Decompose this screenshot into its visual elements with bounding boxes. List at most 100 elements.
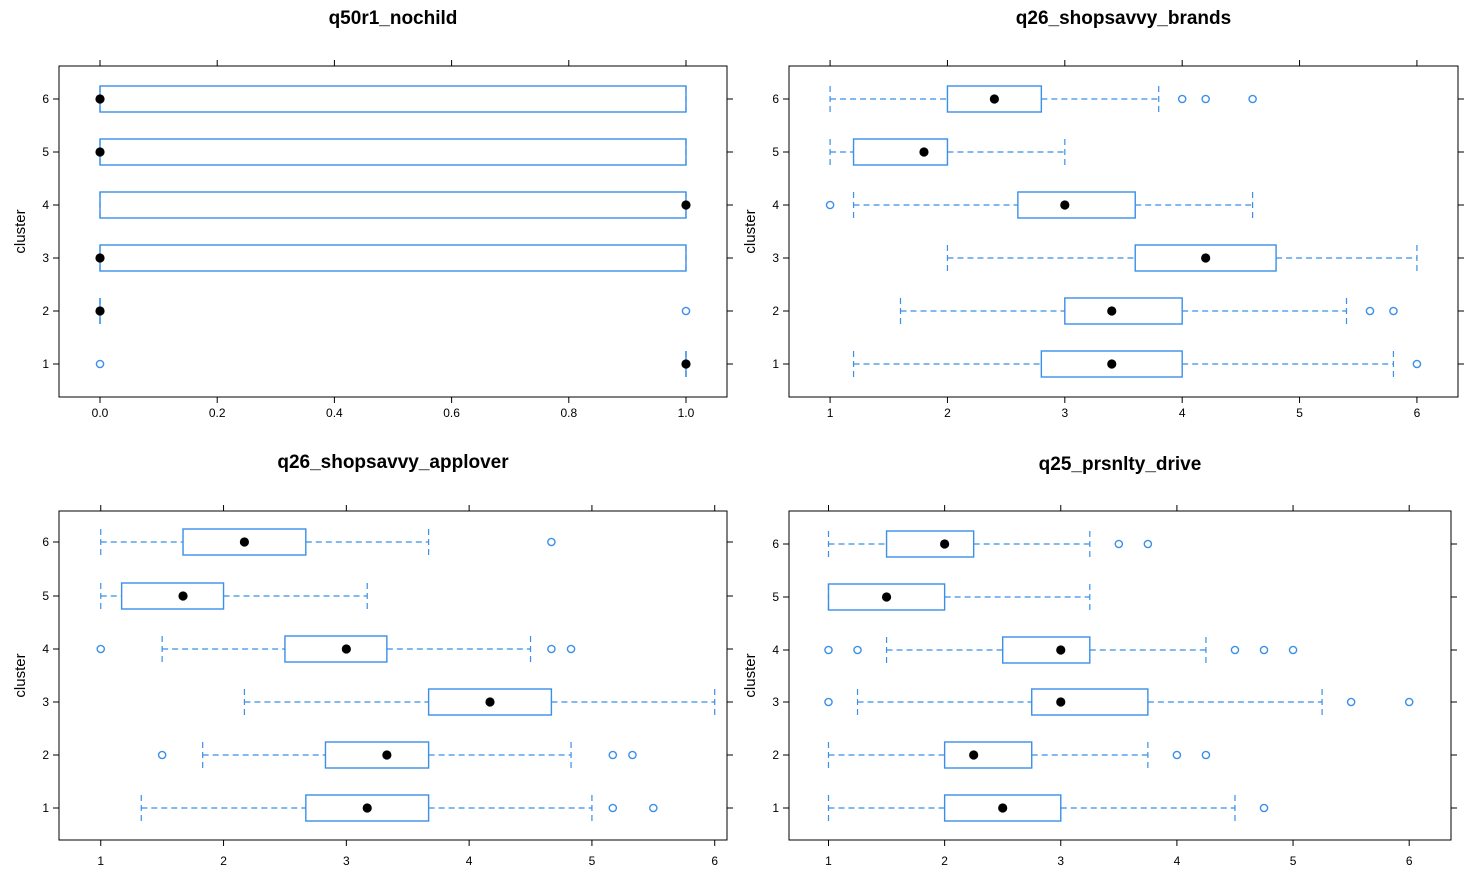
outlier-point	[95, 359, 105, 369]
iqr-box	[99, 138, 687, 166]
box-cluster-2	[157, 741, 637, 769]
y-tick-label: 5	[42, 145, 49, 159]
box-cluster-2	[827, 741, 1211, 769]
outlier-point	[1114, 539, 1124, 549]
x-tick-label: 4	[1174, 854, 1181, 868]
iqr-box	[827, 583, 946, 611]
x-tick-label: 3	[1061, 406, 1068, 420]
outlier-point	[96, 644, 106, 654]
median-dot	[95, 94, 105, 104]
box-cluster-6	[100, 528, 556, 556]
outlier-point	[1230, 645, 1240, 655]
outlier-point	[566, 644, 576, 654]
iqr-box	[427, 688, 553, 716]
median-dot	[681, 359, 691, 369]
x-tick-label: 6	[711, 854, 718, 868]
box-cluster-5	[829, 138, 1066, 166]
y-tick-label: 4	[772, 643, 779, 657]
box-cluster-4	[96, 635, 576, 663]
outlier-point	[628, 750, 637, 760]
x-tick-label: 1.0	[678, 406, 695, 420]
median-dot	[362, 803, 372, 813]
box-cluster-5	[95, 138, 687, 166]
iqr-box	[1064, 297, 1183, 325]
y-tick-label: 5	[42, 589, 49, 603]
outlier-point	[1259, 803, 1269, 813]
x-tick-label: 2	[220, 854, 227, 868]
y-tick-label: 6	[772, 537, 779, 551]
x-tick-label: 5	[589, 854, 596, 868]
x-tick-label: 0.0	[92, 406, 109, 420]
box-cluster-4	[825, 191, 1254, 219]
iqr-box	[1001, 636, 1091, 664]
median-dot	[95, 306, 105, 316]
outlier-point	[1346, 697, 1356, 707]
box-cluster-4	[824, 636, 1298, 664]
outlier-point	[1201, 750, 1211, 760]
outlier-point	[1288, 645, 1298, 655]
box-cluster-1	[95, 351, 691, 377]
median-dot	[998, 803, 1008, 813]
median-dot	[95, 147, 105, 157]
y-tick-label: 2	[42, 304, 49, 318]
outlier-point	[1177, 94, 1187, 104]
box-cluster-3	[95, 244, 687, 272]
box-cluster-6	[95, 85, 687, 113]
median-dot	[95, 253, 105, 263]
median-dot	[681, 200, 691, 210]
outlier-point	[1201, 94, 1210, 104]
x-tick-label: 0.4	[326, 406, 343, 420]
box-cluster-5	[827, 583, 1091, 611]
median-dot	[239, 537, 250, 547]
x-tick-label: 6	[1406, 854, 1413, 868]
outlier-point	[1143, 539, 1153, 549]
iqr-box	[182, 528, 307, 556]
plot-frame	[58, 510, 728, 841]
iqr-box	[1017, 191, 1136, 219]
outlier-point	[1389, 306, 1398, 316]
x-tick-label: 3	[343, 854, 350, 868]
median-dot	[1056, 645, 1066, 655]
x-tick-label: 0.2	[209, 406, 226, 420]
iqr-box	[943, 794, 1062, 822]
median-dot	[989, 94, 999, 104]
y-tick-label: 5	[772, 145, 779, 159]
iqr-box	[852, 138, 949, 166]
iqr-box	[120, 582, 225, 610]
box-cluster-3	[946, 244, 1418, 272]
y-tick-label: 5	[772, 590, 779, 604]
box-cluster-3	[243, 688, 716, 716]
y-axis-label: cluster	[742, 653, 759, 697]
y-tick-label: 3	[772, 695, 779, 709]
iqr-box	[943, 741, 1033, 769]
iqr-box	[1031, 688, 1149, 716]
outlier-point	[1365, 306, 1375, 316]
plot-frame	[788, 510, 1452, 841]
outlier-point	[824, 645, 833, 655]
y-tick-label: 6	[42, 535, 49, 549]
box-cluster-1	[140, 794, 658, 822]
x-tick-label: 1	[97, 854, 104, 868]
iqr-box	[99, 191, 687, 219]
outlier-point	[608, 750, 618, 760]
y-tick-label: 2	[772, 304, 779, 318]
median-dot	[1201, 253, 1211, 263]
chart-title: q25_prsnlty_drive	[1039, 454, 1202, 475]
x-tick-label: 1	[827, 406, 834, 420]
median-dot	[1056, 697, 1066, 707]
x-tick-label: 2	[941, 854, 948, 868]
outlier-point	[649, 803, 658, 813]
x-tick-label: 3	[1057, 854, 1064, 868]
y-tick-label: 4	[772, 198, 779, 212]
outlier-point	[1404, 697, 1414, 707]
y-tick-label: 3	[42, 695, 49, 709]
plot-frame	[58, 65, 728, 398]
box-cluster-4	[99, 191, 691, 219]
box-cluster-1	[852, 350, 1422, 378]
outlier-point	[608, 803, 618, 813]
median-dot	[1060, 200, 1070, 210]
